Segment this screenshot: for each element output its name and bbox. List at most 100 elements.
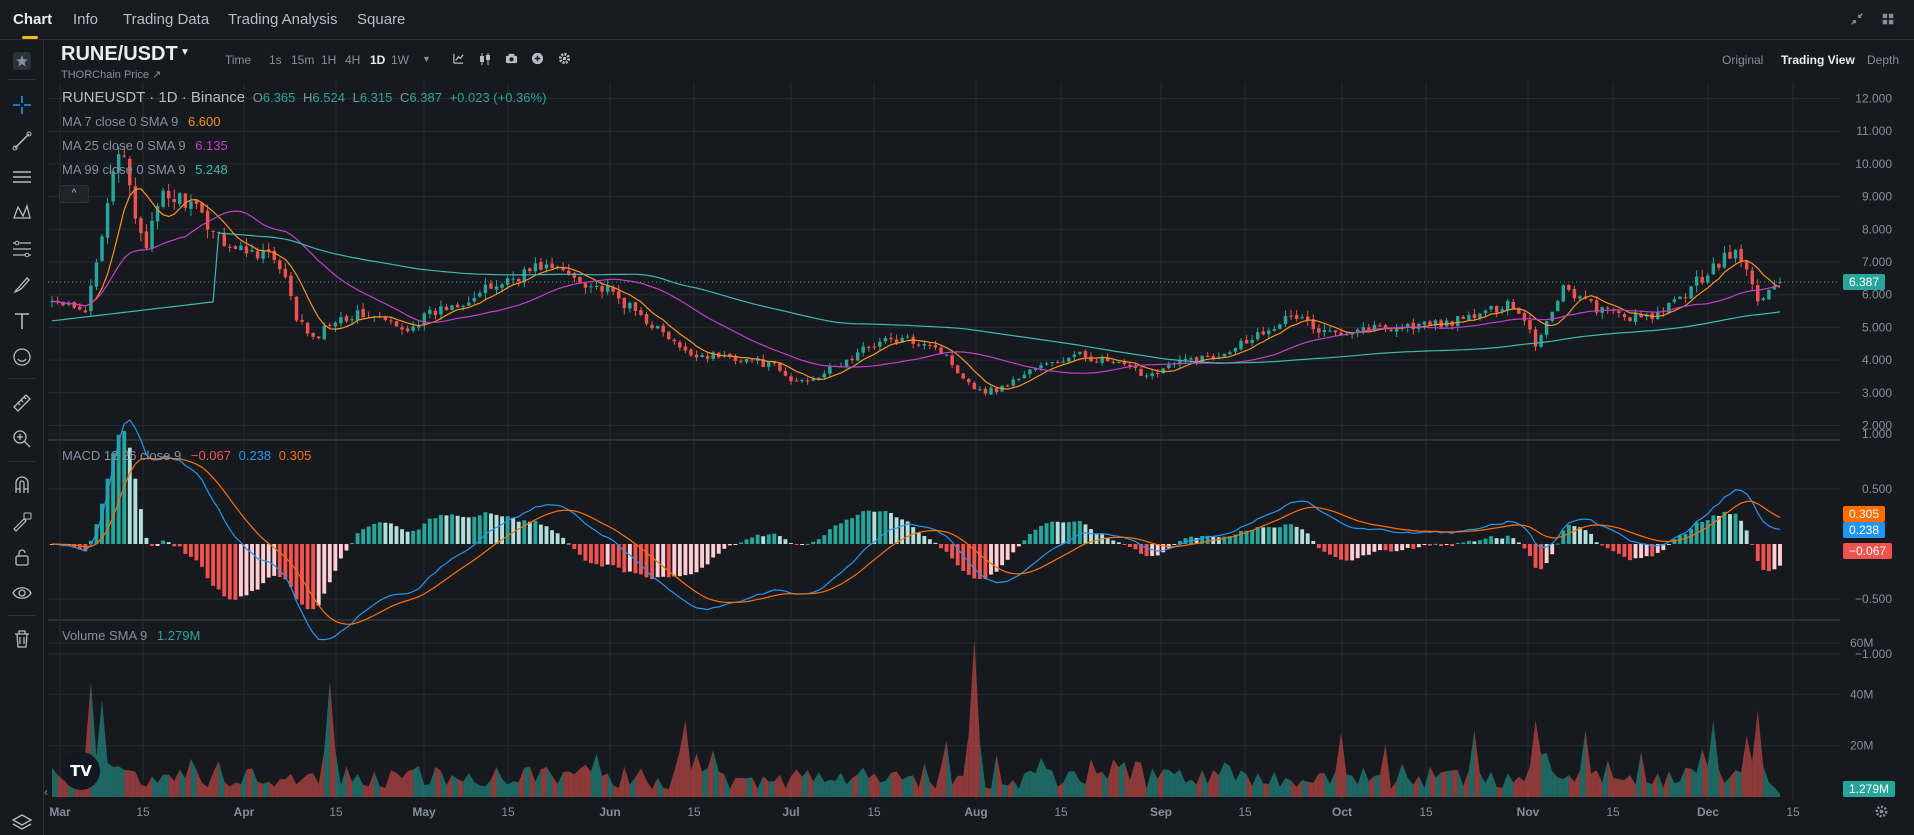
ma7-legend[interactable]: MA 7 close 0 SMA 9 6.600: [62, 114, 221, 129]
volume-area-segment: [529, 766, 536, 797]
candle-body: [1728, 252, 1732, 259]
interval-1h[interactable]: 1H: [321, 53, 337, 67]
candle-body: [967, 378, 971, 383]
macd-histogram-bar: [644, 544, 649, 578]
indicator-icon[interactable]: [452, 52, 465, 68]
chevron-down-icon[interactable]: ▼: [422, 54, 431, 64]
macd-histogram-bar: [1572, 526, 1577, 544]
volume-area-segment: [1774, 787, 1780, 797]
macd-histogram-bar: [144, 537, 149, 544]
tab-trading-data[interactable]: Trading Data: [123, 11, 210, 28]
volume-area-segment: [540, 766, 547, 797]
caret-down-icon[interactable]: ▼: [180, 47, 190, 58]
candle-body: [950, 355, 954, 366]
interval-4h[interactable]: 4H: [345, 53, 361, 67]
volume-area-segment: [1041, 758, 1047, 797]
legend-collapse-button[interactable]: ^: [59, 185, 89, 203]
candle-body: [305, 322, 310, 334]
macd-histogram-bar: [1450, 544, 1455, 547]
volume-area-segment: [668, 770, 675, 797]
volume-area-segment: [1768, 782, 1775, 797]
volume-area-segment: [468, 773, 475, 797]
volume-legend[interactable]: Volume SMA 9 1.279M: [62, 628, 200, 643]
ma25-legend[interactable]: MA 25 close 0 SMA 9 6.135: [62, 138, 228, 153]
macd-histogram-bar: [655, 544, 660, 578]
settings-gear-icon[interactable]: [1874, 804, 1890, 820]
candle-body: [1150, 373, 1154, 377]
interval-time[interactable]: Time: [225, 53, 252, 67]
volume-area-segment: [357, 773, 364, 797]
macd-histogram-bar: [733, 544, 738, 545]
view-trading-view[interactable]: Trading View: [1781, 53, 1855, 67]
candle-type-icon[interactable]: [478, 52, 492, 69]
trash-icon[interactable]: [10, 627, 34, 651]
volume-area-segment: [285, 773, 291, 797]
price-tick-label: 11.000: [1856, 124, 1892, 138]
ma99-legend[interactable]: MA 99 close 0 SMA 9 5.248: [62, 162, 228, 177]
macd-histogram-bar: [350, 543, 354, 545]
candle-body: [811, 379, 815, 381]
candle-body: [1672, 299, 1677, 303]
tradingview-logo[interactable]: TV: [62, 752, 100, 790]
volume-area-segment: [1424, 766, 1430, 797]
tab-trading-analysis[interactable]: Trading Analysis: [228, 11, 338, 28]
volume-area-segment: [1096, 772, 1103, 797]
interval-15m[interactable]: 15m: [291, 53, 315, 67]
candle-body: [1083, 351, 1088, 358]
view-depth[interactable]: Depth: [1867, 53, 1900, 67]
grid-layout-icon[interactable]: [1880, 12, 1896, 28]
zoom-in-icon[interactable]: [10, 427, 34, 451]
volume-area-segment: [774, 774, 780, 797]
volume-area-segment: [1507, 773, 1514, 797]
emoji-icon[interactable]: [10, 345, 34, 369]
macd-histogram-bar: [1633, 544, 1638, 559]
interval-1w[interactable]: 1W: [391, 53, 409, 67]
collapse-icon[interactable]: [1849, 12, 1865, 28]
plus-circle-icon[interactable]: [531, 52, 544, 68]
candle-body: [578, 276, 582, 283]
interval-1d[interactable]: 1D: [370, 53, 386, 67]
macd-histogram-bar: [272, 544, 277, 576]
magnet-icon[interactable]: [10, 473, 34, 497]
brush-icon[interactable]: [10, 273, 34, 297]
macd-histogram-bar: [855, 514, 860, 544]
macd-histogram-bar: [1227, 536, 1232, 544]
lock-icon[interactable]: [10, 545, 34, 569]
lock-draw-icon[interactable]: [10, 509, 34, 533]
pair-title[interactable]: RUNE/USDT: [61, 43, 178, 65]
eye-icon[interactable]: [10, 581, 34, 605]
macd-histogram-bar: [1611, 544, 1616, 552]
candle-body: [1756, 285, 1760, 302]
time-tick-label: Jun: [599, 805, 620, 819]
macd-histogram-bar: [1244, 530, 1249, 544]
layers-icon[interactable]: [10, 811, 34, 835]
volume-area-segment: [1629, 775, 1636, 797]
favorite-star-icon[interactable]: [10, 49, 34, 73]
macd-histogram-bar: [1355, 544, 1360, 559]
volume-area-segment: [563, 771, 569, 797]
fib-icon[interactable]: [10, 237, 34, 261]
ma25-label: MA 25 close 0 SMA 9: [62, 138, 186, 153]
pair-subtitle-link[interactable]: THORChain Price ↗: [61, 69, 162, 81]
interval-1s[interactable]: 1s: [269, 53, 282, 67]
volume-area-segment: [863, 767, 869, 797]
ruler-icon[interactable]: [10, 391, 34, 415]
volume-area-segment: [524, 766, 530, 797]
trendline-icon[interactable]: [10, 129, 34, 153]
volume-area-segment: [346, 766, 353, 797]
tab-info[interactable]: Info: [73, 11, 99, 28]
macd-histogram-bar: [522, 520, 527, 544]
view-original[interactable]: Original: [1722, 53, 1764, 67]
settings-icon[interactable]: [558, 52, 571, 68]
macd-legend[interactable]: MACD 12 26 close 9 −0.067 0.238 0.305: [62, 448, 311, 463]
camera-icon[interactable]: [505, 52, 518, 68]
pattern-icon[interactable]: [10, 201, 34, 225]
macd-histogram-bar: [994, 544, 999, 572]
crosshair-icon[interactable]: [10, 93, 34, 117]
text-icon[interactable]: [10, 309, 34, 333]
scroll-left-icon[interactable]: ‹: [44, 785, 48, 799]
tab-chart[interactable]: Chart: [13, 11, 53, 28]
tab-square[interactable]: Square: [357, 11, 406, 28]
horizontal-lines-icon[interactable]: [10, 165, 34, 189]
